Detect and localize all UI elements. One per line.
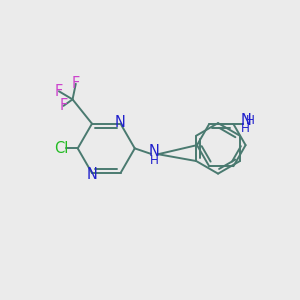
Text: F: F [59,98,68,113]
Text: N: N [87,167,98,182]
Text: H: H [150,154,159,167]
Text: F: F [55,84,63,99]
Text: N: N [115,115,126,130]
Text: N: N [240,113,251,128]
Text: H: H [241,122,250,136]
Text: H: H [246,114,255,127]
Text: Cl: Cl [54,141,69,156]
Text: F: F [72,76,80,91]
Text: N: N [149,144,160,159]
